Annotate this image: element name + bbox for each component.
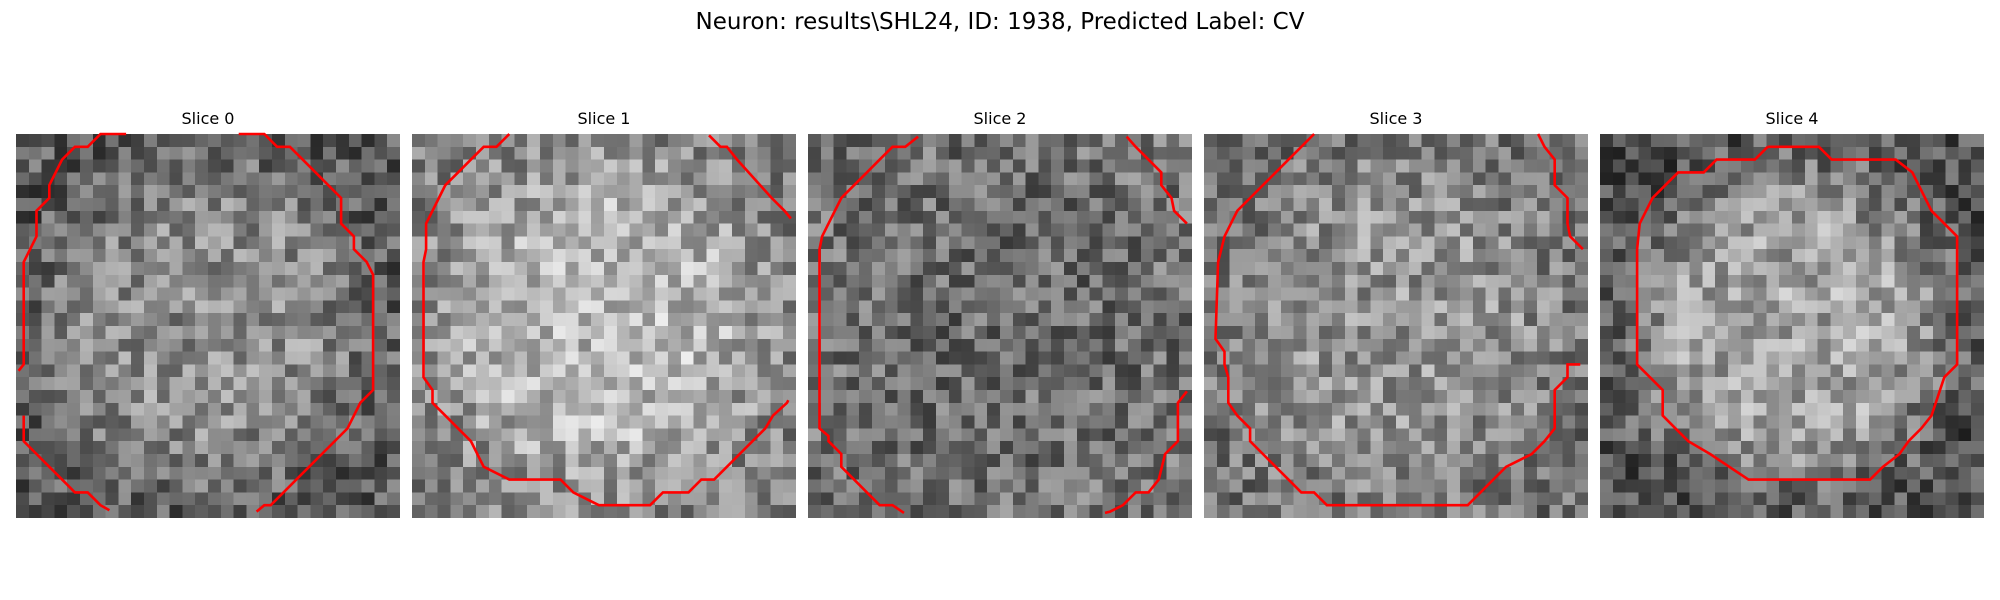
slice-image-4: [1600, 134, 1984, 518]
slice-panel-0: Slice 0: [16, 108, 400, 518]
slice-panel-1: Slice 1: [412, 108, 796, 518]
slice-panel-4: Slice 4: [1600, 108, 1984, 518]
slice-panel-2: Slice 2: [808, 108, 1192, 518]
slice-1-contour-1: [709, 135, 791, 218]
slice-4-contour-0: [1637, 147, 1957, 480]
slice-image-3: [1204, 134, 1588, 518]
slice-3-contour-1: [1538, 134, 1583, 249]
slice-panel-3: Slice 3: [1204, 108, 1588, 518]
figure-title: Neuron: results\SHL24, ID: 1938, Predict…: [0, 8, 2000, 36]
slice-title-1: Slice 1: [412, 108, 796, 130]
slice-image-1: [412, 134, 796, 518]
slice-0-contour-2: [24, 416, 110, 511]
slice-2-contour-0: [820, 137, 919, 513]
slice-1-contour-overlay: [412, 134, 796, 518]
slice-image-2: [808, 134, 1192, 518]
slice-2-contour-1: [1127, 137, 1187, 224]
slice-2-contour-2: [1105, 391, 1187, 513]
slice-title-4: Slice 4: [1600, 108, 1984, 130]
slice-0-contour-1: [239, 134, 373, 512]
slice-title-0: Slice 0: [16, 108, 400, 130]
slice-image-0: [16, 134, 400, 518]
slice-0-contour-0: [19, 134, 127, 371]
slice-1-contour-0: [424, 134, 789, 505]
slice-3-contour-0: [1216, 134, 1581, 505]
slice-4-contour-overlay: [1600, 134, 1984, 518]
slice-3-contour-overlay: [1204, 134, 1588, 518]
slice-title-3: Slice 3: [1204, 108, 1588, 130]
slice-0-contour-overlay: [16, 134, 400, 518]
slice-title-2: Slice 2: [808, 108, 1192, 130]
slice-2-contour-overlay: [808, 134, 1192, 518]
